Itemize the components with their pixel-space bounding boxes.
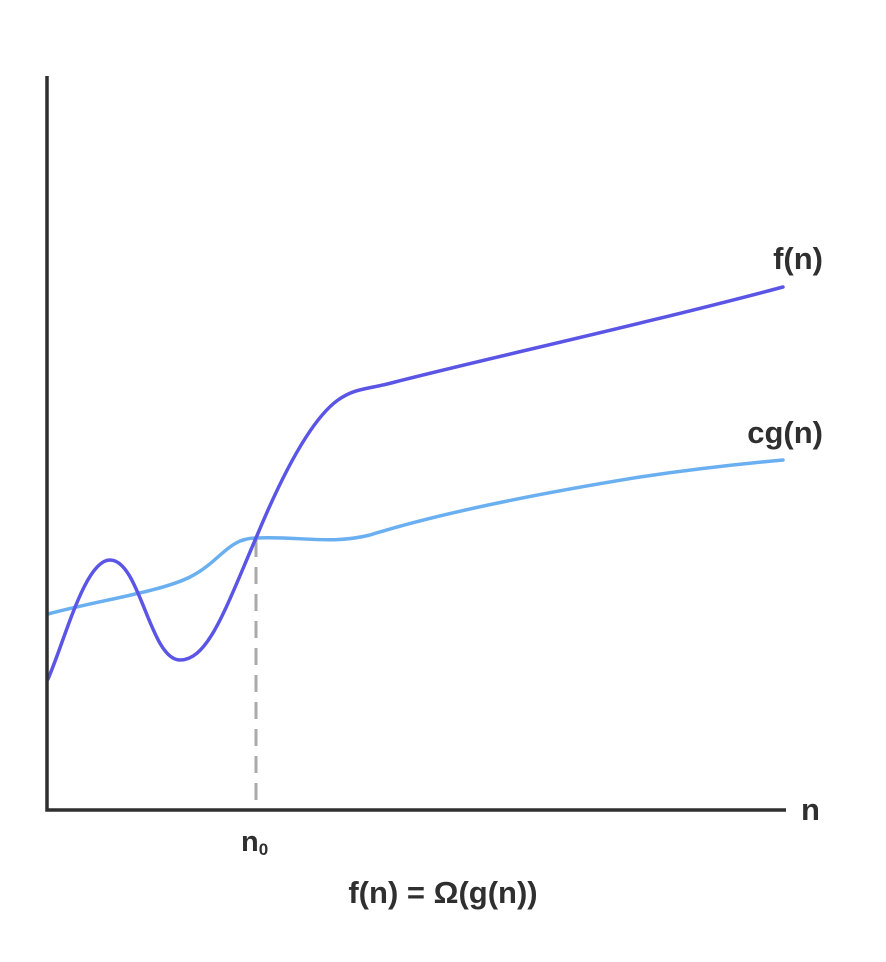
caption: f(n) = Ω(g(n)) <box>348 875 537 910</box>
threshold-label-sub: 0 <box>259 840 268 859</box>
series-label-f: f(n) <box>773 241 823 276</box>
series-label-cg: cg(n) <box>747 415 823 450</box>
x-axis-label: n <box>801 792 820 827</box>
threshold-label-main: n <box>241 826 259 858</box>
f-curve <box>46 285 785 681</box>
threshold-label: n0 <box>241 826 268 859</box>
axes <box>45 76 786 812</box>
cg-curve <box>46 458 785 616</box>
